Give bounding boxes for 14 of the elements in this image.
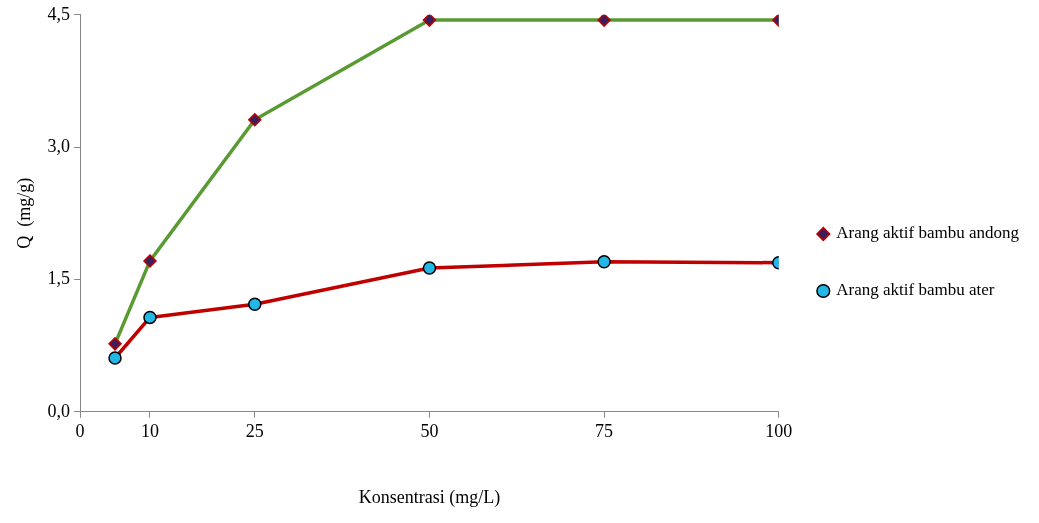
- legend-label: Arang aktif bambu ater: [836, 280, 995, 300]
- y-tick-label: 4,5: [47, 3, 71, 24]
- y-tick-label: 1,5: [47, 268, 71, 289]
- x-tick-label: 75: [595, 421, 614, 442]
- y-tick-label: 3,0: [47, 135, 71, 156]
- x-tick-label: 10: [140, 421, 159, 442]
- y-tick-label: 0,0: [47, 400, 71, 421]
- x-tick-label: 100: [765, 421, 793, 442]
- y-axis-title: Q (mg/g): [13, 177, 35, 249]
- x-axis-title: Konsentrasi (mg/L): [358, 486, 501, 508]
- x-tick-label: 25: [245, 421, 264, 442]
- legend-label: Arang aktif bambu andong: [836, 223, 1020, 243]
- x-tick-label: 0: [75, 421, 85, 442]
- x-tick-label: 50: [420, 421, 439, 442]
